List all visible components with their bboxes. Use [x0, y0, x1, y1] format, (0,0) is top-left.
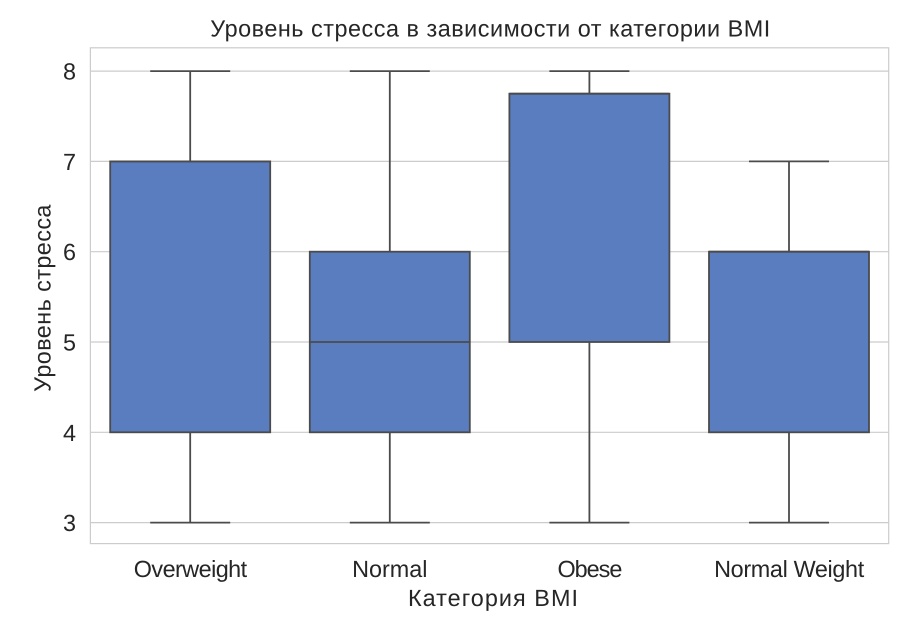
- svg-text:Категория BMI: Категория BMI: [408, 585, 579, 611]
- svg-text:3: 3: [63, 510, 76, 536]
- svg-text:Normal Weight: Normal Weight: [714, 556, 865, 582]
- svg-text:Obese: Obese: [557, 556, 621, 582]
- svg-text:8: 8: [63, 59, 76, 85]
- svg-text:5: 5: [63, 330, 76, 356]
- svg-text:Уровень стресса в зависимости: Уровень стресса в зависимости от категор…: [210, 16, 770, 42]
- svg-text:4: 4: [63, 420, 76, 446]
- svg-text:Уровень стресса: Уровень стресса: [29, 204, 55, 392]
- svg-text:Overweight: Overweight: [134, 556, 248, 582]
- svg-text:7: 7: [63, 149, 76, 175]
- svg-text:Normal: Normal: [352, 556, 427, 582]
- svg-text:6: 6: [63, 239, 76, 265]
